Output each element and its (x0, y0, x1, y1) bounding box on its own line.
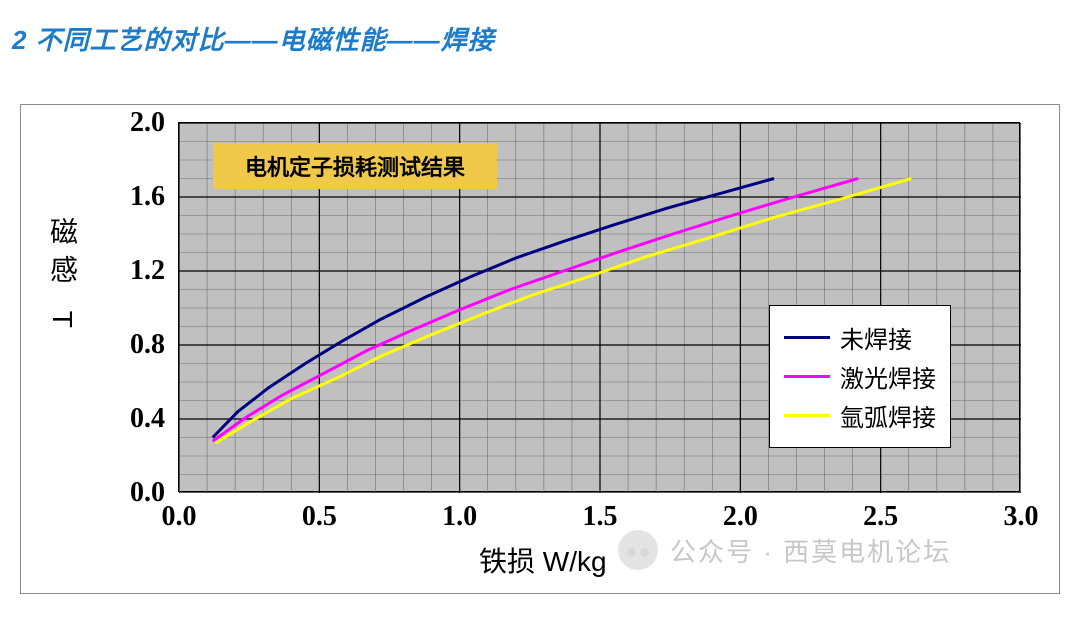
legend-swatch (784, 375, 830, 378)
y-axis-label: 磁感 T (42, 217, 82, 338)
legend-item: 激光焊接 (784, 359, 936, 394)
y-tick-label: 1.6 (130, 181, 179, 213)
page-title: 2 不同工艺的对比——电磁性能——焊接 (0, 0, 1080, 57)
y-tick-label: 1.2 (130, 255, 179, 287)
chart-title-box: 电机定子损耗测试结果 (213, 143, 497, 189)
legend-item: 氩弧焊接 (784, 398, 936, 433)
x-tick-label: 0.5 (302, 491, 337, 533)
legend-label: 未焊接 (840, 320, 912, 355)
x-tick-label: 1.0 (442, 491, 477, 533)
x-axis-label: 铁损 W/kg (479, 540, 607, 580)
x-tick-label: 1.5 (583, 491, 618, 533)
legend-swatch (784, 414, 830, 417)
x-tick-label: 2.5 (863, 491, 898, 533)
y-tick-label: 0.4 (130, 403, 179, 435)
legend-item: 未焊接 (784, 320, 936, 355)
y-tick-label: 0.8 (130, 329, 179, 361)
x-tick-label: 3.0 (1004, 491, 1039, 533)
chart-legend: 未焊接激光焊接氩弧焊接 (769, 305, 951, 448)
watermark-text: 公众号 · 西莫电机论坛 (670, 532, 951, 569)
chart-title-text: 电机定子损耗测试结果 (245, 155, 465, 180)
legend-swatch (784, 336, 830, 339)
x-tick-label: 2.0 (723, 491, 758, 533)
watermark: 公众号 · 西莫电机论坛 (618, 530, 951, 570)
wechat-icon (618, 530, 658, 570)
legend-label: 氩弧焊接 (840, 398, 936, 433)
legend-label: 激光焊接 (840, 359, 936, 394)
x-tick-label: 0.0 (162, 491, 197, 533)
y-tick-label: 2.0 (130, 107, 179, 139)
chart-plot-area: 电机定子损耗测试结果 未焊接激光焊接氩弧焊接 0.00.40.81.21.62.… (178, 122, 1020, 492)
